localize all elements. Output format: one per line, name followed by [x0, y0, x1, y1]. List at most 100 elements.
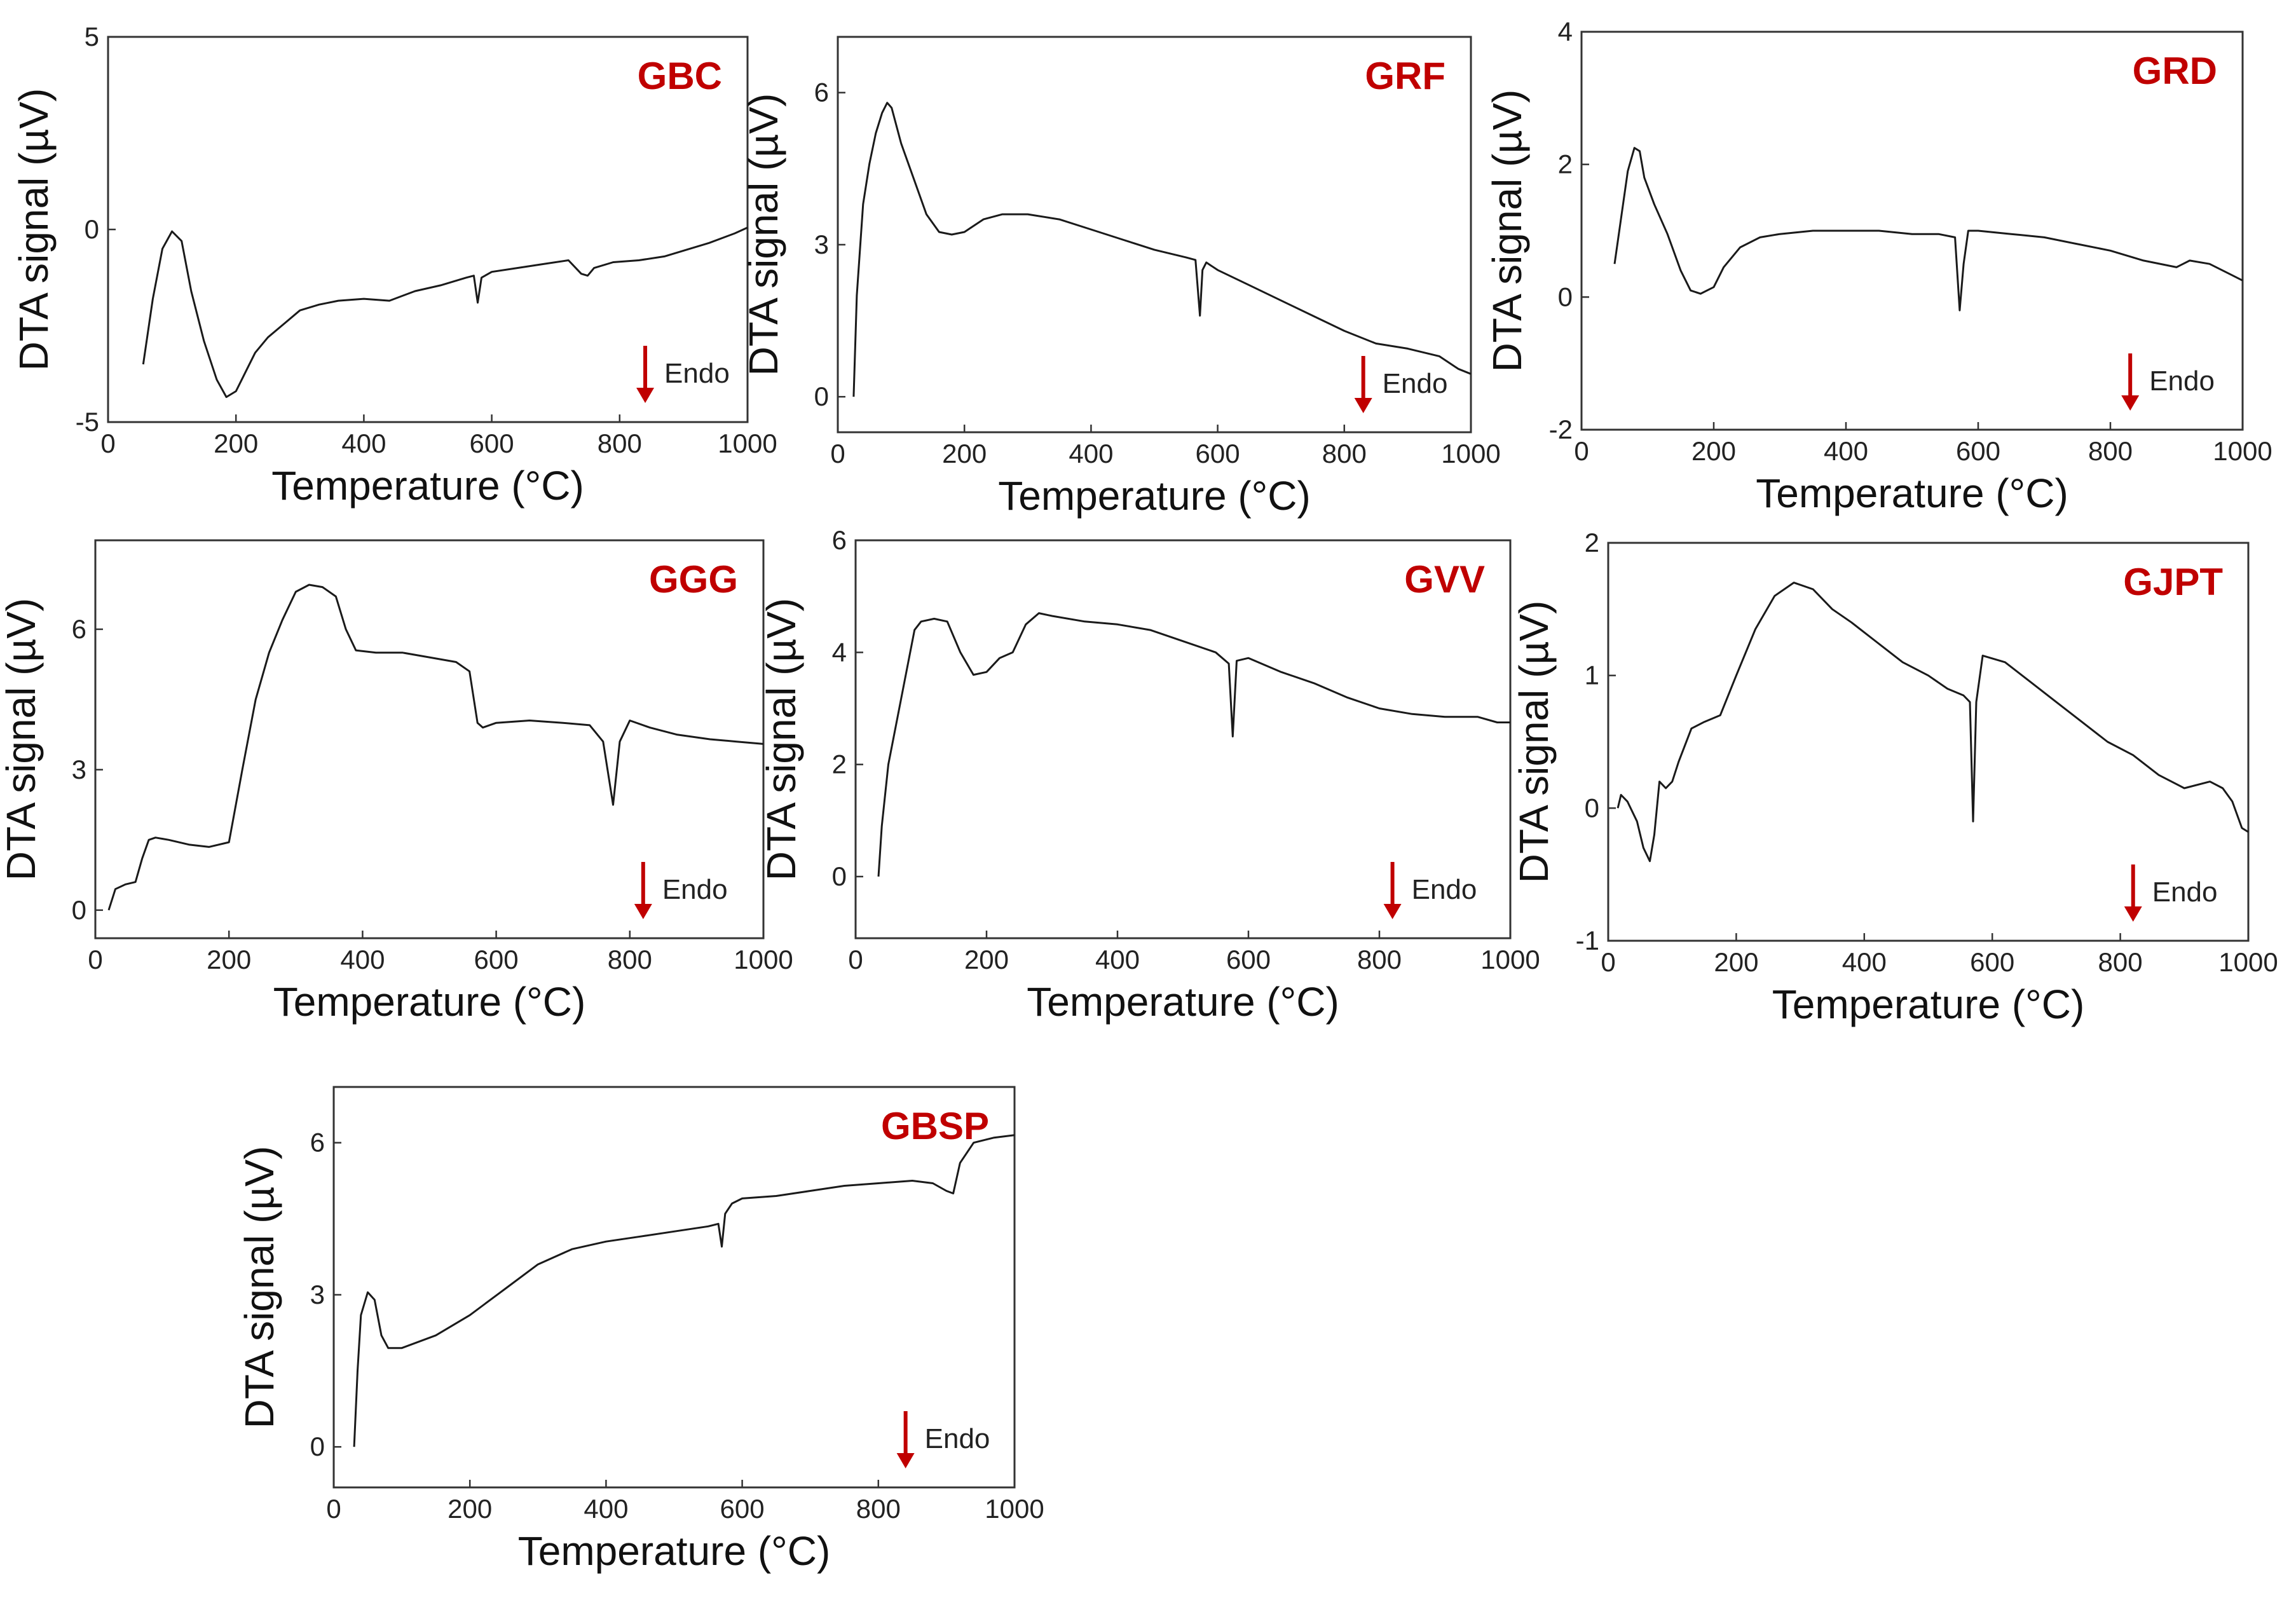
y-tick-label: 1	[1585, 660, 1599, 690]
plot-frame	[854, 539, 1512, 939]
y-tick-label: 0	[85, 214, 99, 244]
endo-arrow-icon	[1383, 862, 1402, 919]
panel-title: GJPT	[2123, 561, 2223, 603]
y-tick-label: 4	[832, 637, 847, 667]
y-tick-label: 5	[85, 22, 99, 51]
y-tick-label: -5	[76, 407, 99, 437]
y-axis-label: DTA signal (µV)	[1484, 90, 1530, 372]
endo-label: Endo	[925, 1423, 990, 1454]
endo-label: Endo	[1383, 368, 1448, 399]
dta-panel-gvv: 0 200 400 600 800 1000 0 2 4 6 Temperature (°C) DTA…	[758, 525, 1540, 1025]
x-tick-label: 200	[942, 439, 987, 468]
x-tick-label: 600	[1956, 436, 2000, 466]
dta-curve	[142, 226, 748, 399]
x-tick-label: 400	[584, 1494, 628, 1524]
x-tick-label: 600	[1196, 439, 1240, 468]
y-axis-label: DTA signal (µV)	[0, 598, 44, 881]
x-tick-label: 600	[720, 1494, 765, 1524]
x-tick-label: 1000	[734, 945, 793, 974]
x-tick-label: 400	[1824, 436, 1868, 466]
y-tick-label: 3	[72, 755, 86, 784]
endo-label: Endo	[1412, 874, 1477, 905]
x-tick-label: 800	[1322, 439, 1367, 468]
x-tick-label: 1000	[2218, 947, 2278, 977]
x-tick-label: 1000	[2213, 436, 2272, 466]
panel-title: GVV	[1404, 558, 1485, 601]
x-tick-label: 200	[1691, 436, 1736, 466]
y-tick-label: 2	[1558, 149, 1573, 179]
y-tick-label: 4	[1558, 17, 1573, 46]
x-tick-label: 400	[1095, 945, 1140, 974]
dta-panel-ggg: 0 200 400 600 800 1000 0 3 6 Temperature (°C) DTA …	[0, 539, 793, 1025]
x-tick-label: 0	[88, 945, 102, 974]
y-tick-label: -1	[1576, 926, 1599, 955]
panel-title: GRF	[1365, 55, 1445, 97]
x-tick-label: 0	[100, 428, 115, 458]
x-axis-label: Temperature (°C)	[271, 463, 584, 509]
endo-label: Endo	[662, 874, 728, 905]
y-tick-label: 0	[310, 1431, 325, 1461]
x-tick-label: 0	[830, 439, 845, 468]
x-axis-label: Temperature (°C)	[1756, 470, 2068, 516]
dta-curve	[1616, 582, 2249, 863]
x-tick-label: 600	[1226, 945, 1271, 974]
dta-panel-gbsp: 0 200 400 600 800 1000 0 3 6 Temperature (°C) DTA …	[236, 1086, 1044, 1574]
x-tick-label: 600	[474, 945, 519, 974]
x-tick-label: 0	[326, 1494, 341, 1524]
y-axis-label: DTA signal (µV)	[758, 598, 804, 881]
x-tick-label: 0	[848, 945, 863, 974]
x-axis-label: Temperature (°C)	[1027, 979, 1339, 1025]
x-axis-label: Temperature (°C)	[518, 1528, 831, 1574]
x-tick-label: 600	[1970, 947, 2014, 977]
panel-title: GBC	[638, 55, 722, 97]
y-tick-label: 6	[832, 525, 847, 555]
x-tick-label: 0	[1601, 947, 1615, 977]
plot-frame	[1607, 542, 2250, 942]
x-tick-label: 800	[598, 428, 642, 458]
y-tick-label: 3	[310, 1280, 325, 1309]
x-tick-label: 400	[1842, 947, 1887, 977]
x-tick-label: 600	[470, 428, 514, 458]
dta-curve	[852, 102, 1472, 397]
x-tick-label: 800	[608, 945, 652, 974]
x-tick-label: 400	[340, 945, 385, 974]
x-tick-label: 400	[1069, 439, 1113, 468]
y-axis-label: DTA signal (µV)	[1511, 601, 1557, 884]
x-tick-label: 800	[2098, 947, 2143, 977]
x-tick-label: 1000	[985, 1494, 1044, 1524]
x-axis-label: Temperature (°C)	[273, 979, 586, 1025]
x-axis-label: Temperature (°C)	[998, 473, 1311, 519]
x-tick-label: 800	[856, 1494, 901, 1524]
endo-arrow-icon	[636, 346, 655, 403]
y-tick-label: 6	[310, 1128, 325, 1158]
plot-frame	[332, 1086, 1016, 1489]
y-axis-label: DTA signal (µV)	[11, 88, 57, 371]
y-tick-label: 0	[1558, 282, 1573, 311]
dta-panel-grf: 0 200 400 600 800 1000 0 3 6 Temperature (°C) DTA …	[741, 36, 1501, 519]
x-tick-label: 1000	[1441, 439, 1500, 468]
endo-arrow-icon	[634, 862, 652, 919]
x-tick-label: 0	[1574, 436, 1589, 466]
dta-curve	[107, 584, 764, 911]
dta-curve	[353, 1134, 1015, 1447]
plot-frame	[94, 539, 765, 939]
dta-curve	[877, 612, 1510, 877]
y-tick-label: 0	[1585, 793, 1599, 823]
y-tick-label: 0	[814, 381, 829, 411]
plot-frame	[1580, 31, 2244, 431]
y-tick-label: 2	[1585, 528, 1599, 557]
x-tick-label: 200	[964, 945, 1009, 974]
y-tick-label: 3	[814, 229, 829, 259]
x-tick-label: 1000	[1480, 945, 1540, 974]
endo-arrow-icon	[1354, 356, 1372, 413]
x-tick-label: 200	[448, 1494, 492, 1524]
y-axis-label: DTA signal (µV)	[741, 93, 786, 376]
x-tick-label: 800	[2088, 436, 2133, 466]
endo-arrow-icon	[2124, 864, 2142, 922]
y-tick-label: 0	[72, 895, 86, 925]
y-tick-label: 6	[814, 78, 829, 107]
endo-label: Endo	[664, 358, 730, 389]
